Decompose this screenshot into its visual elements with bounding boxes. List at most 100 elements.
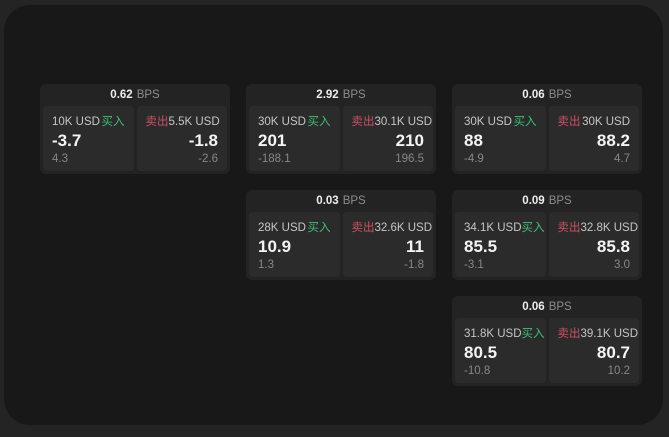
sell-quote-delta: 4.7	[614, 153, 630, 165]
card-header: 0.62 BPS	[40, 84, 230, 106]
sell-quote-panel[interactable]: 卖出 5.5K USD -1.8 -2.6	[136, 106, 227, 171]
quote-card: 0.06 BPS 31.8K USD 买入 80.5 -10.8 卖出 39.1…	[452, 296, 642, 386]
quote-card: 0.03 BPS 28K USD 买入 10.9 1.3 卖出 32.6K US…	[246, 190, 436, 280]
buy-quote-delta: -10.8	[464, 365, 491, 377]
buy-quote-delta: 1.3	[258, 259, 274, 271]
buy-quote-value: 85.5	[464, 236, 498, 256]
sell-quote-value: -1.8	[188, 130, 218, 150]
sell-quote-panel[interactable]: 卖出 30.1K USD 210 196.5	[342, 106, 433, 171]
sell-size-label: 30.1K USD	[374, 116, 433, 128]
buy-side-label: 买入	[101, 116, 125, 128]
buy-quote-delta: 4.3	[52, 153, 68, 165]
sell-size-label: 5.5K USD	[168, 116, 220, 128]
sell-quote-delta: -2.6	[198, 153, 218, 165]
sell-quote-delta: -1.8	[404, 259, 424, 271]
buy-quote-panel[interactable]: 31.8K USD 买入 80.5 -10.8	[455, 318, 546, 383]
bps-value: 0.06	[522, 301, 545, 313]
buy-quote-delta: -4.9	[464, 153, 484, 165]
sell-quote-panel[interactable]: 卖出 39.1K USD 80.7 10.2	[548, 318, 639, 383]
buy-side-label: 买入	[513, 116, 537, 128]
buy-panel-top: 31.8K USD 买入	[464, 325, 545, 341]
sell-panel-top: 卖出 30K USD	[558, 113, 631, 129]
sell-quote-value: 210	[395, 130, 424, 150]
main-panel: 0.62 BPS 10K USD 买入 -3.7 4.3 卖出 5.5K USD…	[4, 5, 663, 425]
sell-size-label: 39.1K USD	[580, 328, 639, 340]
card-header: 2.92 BPS	[246, 84, 436, 106]
buy-panel-top: 28K USD 买入	[258, 219, 331, 235]
bps-unit-label: BPS	[548, 301, 572, 313]
card-header: 0.06 BPS	[452, 84, 642, 106]
buy-size-label: 30K USD	[464, 116, 512, 128]
sell-size-label: 30K USD	[582, 116, 630, 128]
sell-quote-panel[interactable]: 卖出 30K USD 88.2 4.7	[548, 106, 639, 171]
card-body: 30K USD 买入 88 -4.9 卖出 30K USD 88.2 4.7	[452, 106, 642, 174]
bps-unit-label: BPS	[342, 89, 366, 101]
bps-value: 2.92	[316, 89, 339, 101]
buy-quote-value: 201	[258, 130, 287, 150]
quote-card: 0.06 BPS 30K USD 买入 88 -4.9 卖出 30K USD 8…	[452, 84, 642, 174]
quote-card: 2.92 BPS 30K USD 买入 201 -188.1 卖出 30.1K …	[246, 84, 436, 174]
card-body: 31.8K USD 买入 80.5 -10.8 卖出 39.1K USD 80.…	[452, 318, 642, 386]
card-header: 0.09 BPS	[452, 190, 642, 212]
buy-panel-top: 30K USD 买入	[464, 113, 537, 129]
buy-panel-top: 34.1K USD 买入	[464, 219, 545, 235]
buy-side-label: 买入	[521, 328, 545, 340]
buy-quote-value: 10.9	[258, 236, 292, 256]
buy-quote-panel[interactable]: 30K USD 买入 201 -188.1	[249, 106, 340, 171]
sell-side-label: 卖出	[557, 222, 581, 234]
buy-panel-top: 30K USD 买入	[258, 113, 331, 129]
sell-size-label: 32.6K USD	[374, 222, 433, 234]
sell-size-label: 32.8K USD	[580, 222, 639, 234]
sell-panel-top: 卖出 30.1K USD	[351, 113, 433, 129]
card-header: 0.06 BPS	[452, 296, 642, 318]
card-body: 30K USD 买入 201 -188.1 卖出 30.1K USD 210 1…	[246, 106, 436, 174]
bps-unit-label: BPS	[342, 195, 366, 207]
card-body: 34.1K USD 买入 85.5 -3.1 卖出 32.8K USD 85.8…	[452, 212, 642, 280]
sell-panel-top: 卖出 32.8K USD	[557, 219, 639, 235]
quote-card: 0.09 BPS 34.1K USD 买入 85.5 -3.1 卖出 32.8K…	[452, 190, 642, 280]
quote-card: 0.62 BPS 10K USD 买入 -3.7 4.3 卖出 5.5K USD…	[40, 84, 230, 174]
bps-unit-label: BPS	[136, 89, 160, 101]
sell-quote-delta: 10.2	[607, 365, 630, 377]
sell-quote-value: 80.7	[596, 342, 630, 362]
buy-quote-panel[interactable]: 30K USD 买入 88 -4.9	[455, 106, 546, 171]
buy-side-label: 买入	[307, 222, 331, 234]
buy-quote-panel[interactable]: 34.1K USD 买入 85.5 -3.1	[455, 212, 546, 277]
buy-side-label: 买入	[521, 222, 545, 234]
sell-side-label: 卖出	[557, 116, 581, 128]
buy-panel-top: 10K USD 买入	[52, 113, 125, 129]
buy-quote-delta: -188.1	[258, 153, 291, 165]
buy-size-label: 10K USD	[52, 116, 100, 128]
card-body: 28K USD 买入 10.9 1.3 卖出 32.6K USD 11 -1.8	[246, 212, 436, 280]
sell-quote-value: 11	[406, 236, 424, 256]
buy-quote-panel[interactable]: 10K USD 买入 -3.7 4.3	[43, 106, 134, 171]
sell-quote-value: 85.8	[596, 236, 630, 256]
sell-side-label: 卖出	[351, 116, 375, 128]
sell-panel-top: 卖出 32.6K USD	[352, 219, 433, 235]
buy-side-label: 买入	[307, 116, 331, 128]
buy-quote-value: -3.7	[52, 130, 82, 150]
buy-quote-panel[interactable]: 28K USD 买入 10.9 1.3	[249, 212, 340, 277]
card-body: 10K USD 买入 -3.7 4.3 卖出 5.5K USD -1.8 -2.…	[40, 106, 230, 174]
card-header: 0.03 BPS	[246, 190, 436, 212]
buy-quote-value: 88	[464, 130, 483, 150]
bps-value: 0.62	[110, 89, 133, 101]
cards-grid: 0.62 BPS 10K USD 买入 -3.7 4.3 卖出 5.5K USD…	[40, 84, 642, 386]
bps-value: 0.09	[522, 195, 545, 207]
sell-side-label: 卖出	[557, 328, 581, 340]
sell-quote-value: 88.2	[596, 130, 630, 150]
buy-size-label: 28K USD	[258, 222, 306, 234]
bps-unit-label: BPS	[548, 195, 572, 207]
sell-panel-top: 卖出 39.1K USD	[557, 325, 639, 341]
sell-quote-delta: 196.5	[395, 153, 424, 165]
bps-unit-label: BPS	[548, 89, 572, 101]
buy-size-label: 30K USD	[258, 116, 306, 128]
sell-quote-panel[interactable]: 卖出 32.6K USD 11 -1.8	[342, 212, 433, 277]
buy-quote-value: 80.5	[464, 342, 498, 362]
sell-quote-panel[interactable]: 卖出 32.8K USD 85.8 3.0	[548, 212, 639, 277]
buy-size-label: 34.1K USD	[464, 222, 522, 234]
bps-value: 0.06	[522, 89, 545, 101]
buy-quote-delta: -3.1	[464, 259, 484, 271]
sell-quote-delta: 3.0	[614, 259, 630, 271]
